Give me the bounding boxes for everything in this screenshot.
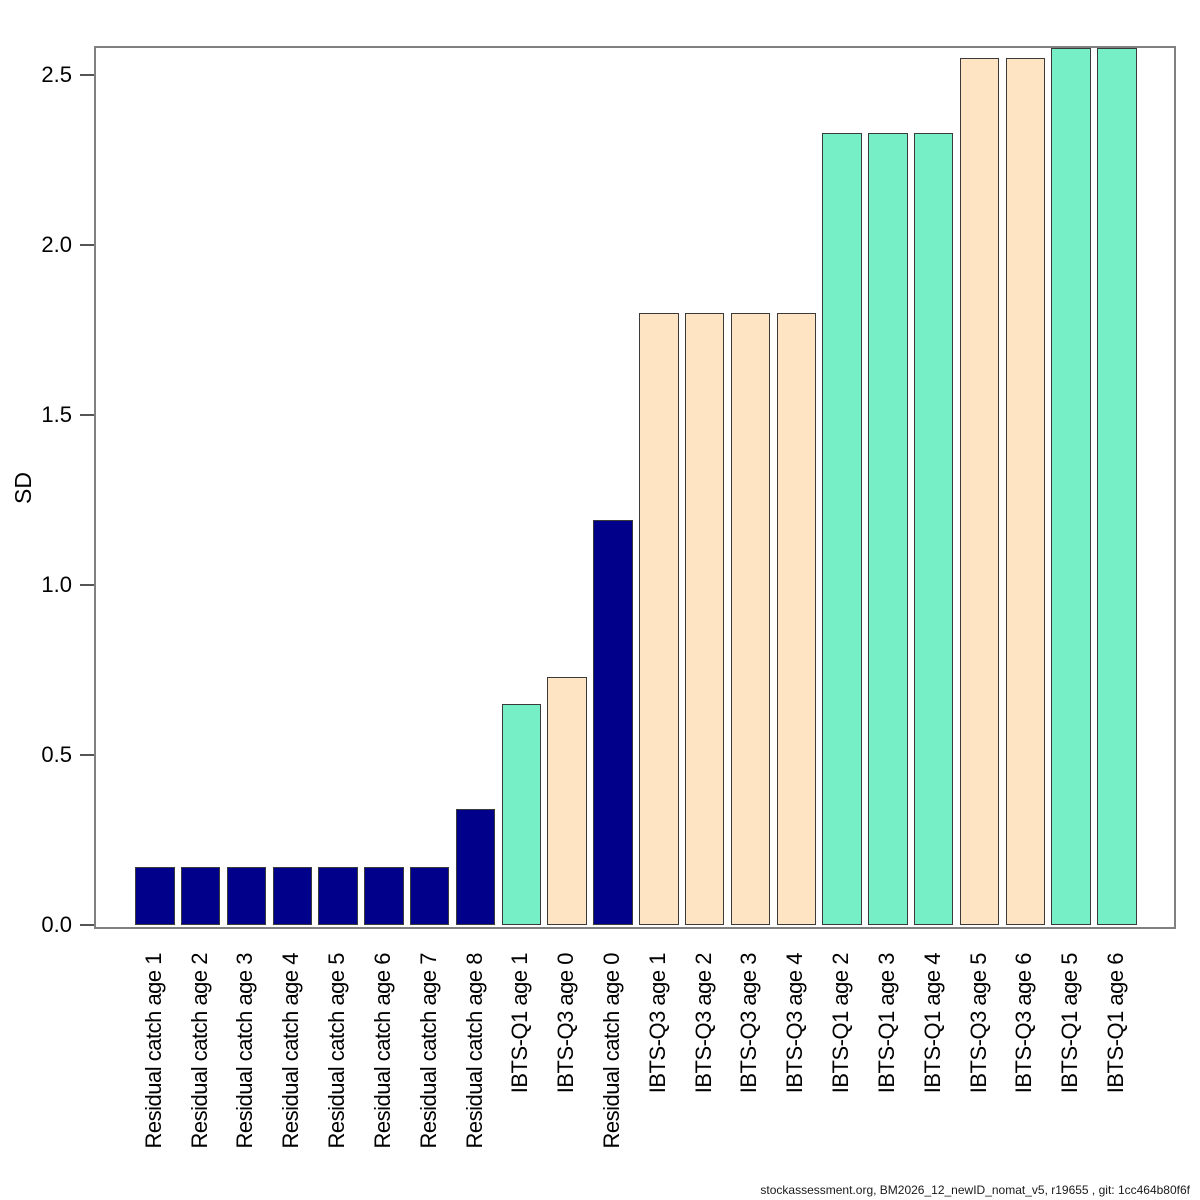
y-tick-mark <box>80 244 94 246</box>
bar-residual-catch-age-4 <box>272 867 312 925</box>
bar-ibts-q3-age-2 <box>684 313 725 925</box>
bar-ibts-q3-age-5 <box>959 58 1000 925</box>
bar-residual-catch-age-7 <box>409 867 450 925</box>
y-tick-label: 0.0 <box>41 912 72 937</box>
x-tick-label: IBTS-Q1 age 4 <box>919 953 945 1094</box>
y-tick-label: 2.5 <box>41 62 72 87</box>
y-tick-label: 0.5 <box>41 742 72 767</box>
x-tick-label: IBTS-Q3 age 5 <box>965 953 991 1094</box>
x-tick-label: Residual catch age 7 <box>415 953 441 1149</box>
x-tick-label: IBTS-Q1 age 2 <box>828 953 853 1094</box>
bar-residual-catch-age-3 <box>226 867 267 925</box>
x-tick-label: IBTS-Q3 age 4 <box>782 953 808 1094</box>
bar-ibts-q3-age-4 <box>776 313 816 925</box>
bar-residual-catch-age-0 <box>593 520 633 925</box>
y-tick-mark <box>80 924 94 926</box>
bar-ibts-q1-age-6 <box>1097 47 1137 925</box>
bar-residual-catch-age-2 <box>180 867 221 925</box>
bar-ibts-q1-age-5 <box>1051 47 1091 925</box>
y-tick-mark <box>80 584 94 586</box>
bar-ibts-q3-age-1 <box>639 313 679 925</box>
bar-ibts-q1-age-4 <box>913 132 954 925</box>
x-tick-label: Residual catch age 0 <box>599 953 624 1149</box>
bar-ibts-q1-age-2 <box>822 132 862 925</box>
y-axis-title: SD <box>9 471 36 504</box>
y-axis-title-wrap: SD <box>0 46 46 929</box>
x-tick-label: IBTS-Q1 age 3 <box>873 953 899 1094</box>
x-tick-label: IBTS-Q3 age 2 <box>690 953 716 1094</box>
x-tick-label: Residual catch age 6 <box>369 953 395 1149</box>
x-tick-label: Residual catch age 2 <box>186 953 212 1149</box>
x-tick-label: IBTS-Q3 age 6 <box>1011 953 1037 1094</box>
bar-residual-catch-age-5 <box>318 867 358 925</box>
y-tick-label: 1.0 <box>41 572 72 597</box>
y-tick-mark <box>80 754 94 756</box>
x-tick-label: IBTS-Q1 age 6 <box>1103 953 1128 1094</box>
x-tick-label: Residual catch age 5 <box>324 953 349 1149</box>
x-tick-label: Residual catch age 4 <box>278 953 304 1149</box>
bar-ibts-q3-age-3 <box>730 313 771 925</box>
bar-residual-catch-age-6 <box>364 867 404 925</box>
bar-ibts-q1-age-3 <box>868 132 908 925</box>
x-tick-label: IBTS-Q3 age 1 <box>644 953 670 1094</box>
x-tick-label: IBTS-Q1 age 1 <box>507 953 533 1094</box>
y-tick-mark <box>80 74 94 76</box>
bar-ibts-q1-age-1 <box>501 704 542 925</box>
y-tick-mark <box>80 414 94 416</box>
bar-residual-catch-age-8 <box>455 809 496 925</box>
x-tick-label: Residual catch age 8 <box>461 953 487 1149</box>
x-tick-label: IBTS-Q1 age 5 <box>1057 953 1083 1094</box>
x-tick-label: Residual catch age 3 <box>232 953 258 1149</box>
y-tick-label: 2.0 <box>41 232 72 257</box>
run-info-footer: stockassessment.org, BM2026_12_newID_nom… <box>760 1183 1190 1197</box>
bar-residual-catch-age-1 <box>135 867 175 925</box>
x-tick-label: IBTS-Q3 age 3 <box>736 953 762 1094</box>
x-tick-label: Residual catch age 1 <box>140 953 166 1149</box>
bar-ibts-q3-age-0 <box>547 676 587 925</box>
bar-ibts-q3-age-6 <box>1005 58 1046 925</box>
y-tick-label: 1.5 <box>41 402 72 427</box>
x-tick-label: IBTS-Q3 age 0 <box>553 953 579 1094</box>
